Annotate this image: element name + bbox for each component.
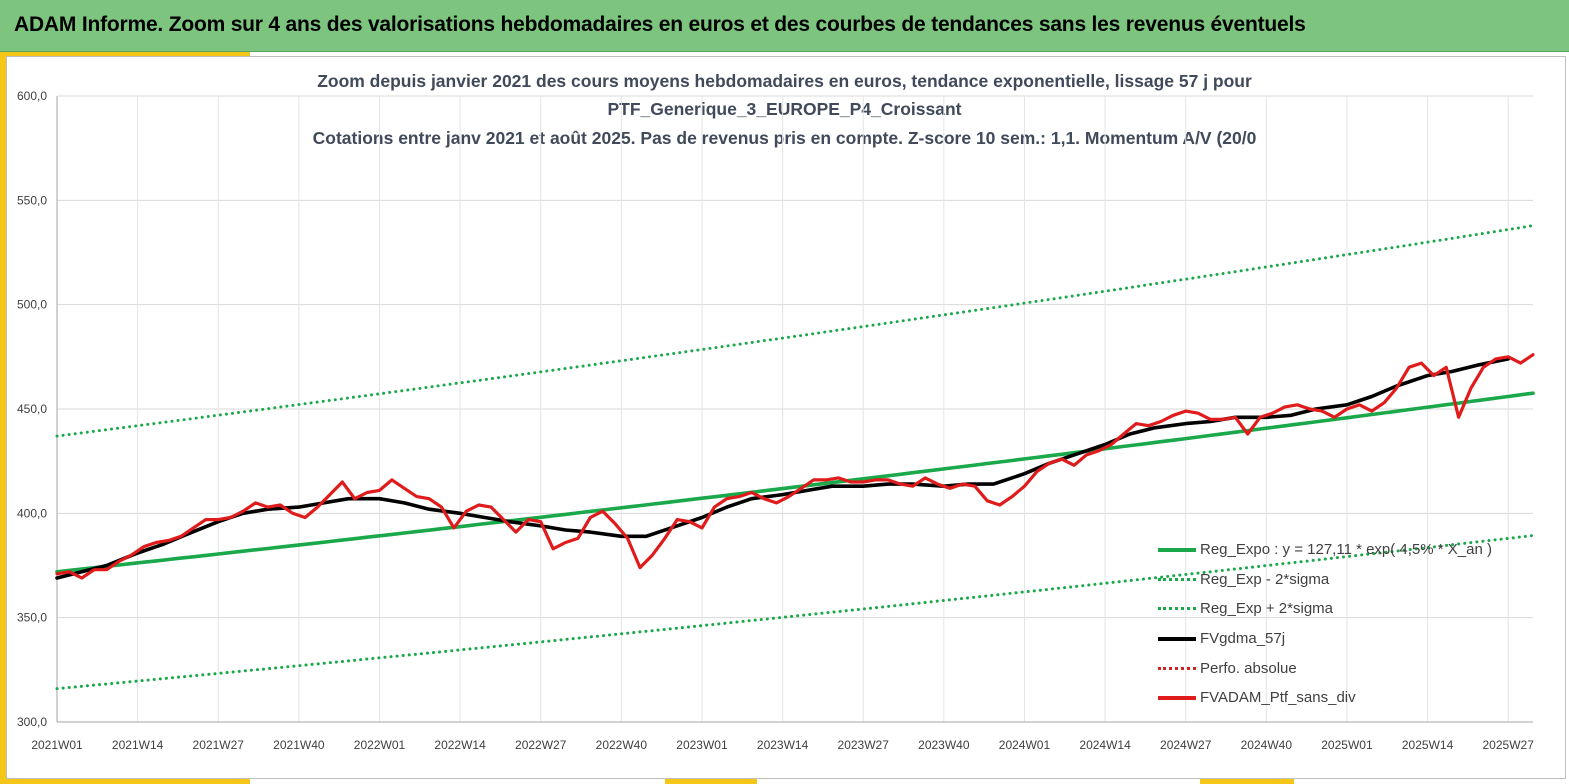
x-tick-label: 2021W01 [31, 738, 83, 752]
y-tick-label: 400,0 [17, 506, 47, 520]
x-tick-label: 2025W27 [1483, 738, 1535, 752]
series-line [55, 357, 1510, 580]
chart-title-line-3: Cotations entre janv 2021 et août 2025. … [312, 128, 1257, 148]
y-tick-label: 300,0 [17, 715, 47, 729]
x-tick-label: 2022W40 [596, 738, 648, 752]
x-tick-label: 2021W27 [193, 738, 245, 752]
x-tick-label: 2025W01 [1321, 738, 1373, 752]
legend-swatch [1158, 695, 1196, 700]
x-tick-label: 2024W27 [1160, 738, 1212, 752]
report-title: ADAM Informe. Zoom sur 4 ans des valoris… [14, 13, 1306, 36]
x-tick-label: 2023W27 [838, 738, 890, 752]
legend-swatch [1158, 547, 1196, 552]
gold-accent-bottom [0, 779, 250, 784]
legend-item: Perfo. absolue [1158, 653, 1518, 683]
x-tick-label: 2022W27 [515, 738, 567, 752]
gold-accent-bottom [1200, 779, 1294, 784]
y-tick-label: 350,0 [17, 611, 47, 625]
y-tick-label: 450,0 [17, 402, 47, 416]
gold-accent-left [0, 52, 6, 784]
chart-title-line-1: Zoom depuis janvier 2021 des cours moyen… [317, 71, 1252, 91]
legend-item: Reg_Exp + 2*sigma [1158, 594, 1518, 624]
chart-frame [6, 56, 1566, 779]
y-tick-label: 550,0 [17, 193, 47, 207]
x-tick-label: 2023W14 [757, 738, 809, 752]
legend-item: FVADAM_Ptf_sans_div [1158, 683, 1518, 713]
x-tick-label: 2022W14 [434, 738, 486, 752]
chart-title-line-2: PTF_Generique_3_EUROPE_P4_Croissant [607, 99, 962, 119]
legend-label: FVgdma_57j [1200, 630, 1286, 648]
report-banner: ADAM Informe. Zoom sur 4 ans des valoris… [0, 0, 1569, 52]
legend-swatch [1158, 636, 1196, 641]
x-tick-label: 2024W14 [1079, 738, 1131, 752]
y-tick-label: 600,0 [17, 89, 47, 103]
legend-swatch [1158, 666, 1196, 670]
legend-swatch [1158, 577, 1196, 581]
series-line [55, 224, 1535, 438]
legend-swatch [1158, 607, 1196, 611]
x-tick-label: 2022W01 [354, 738, 406, 752]
legend-item: Reg_Exp - 2*sigma [1158, 565, 1518, 595]
legend-label: FVADAM_Ptf_sans_div [1200, 689, 1356, 707]
gold-accent-top [0, 52, 250, 56]
legend-label: Reg_Exp - 2*sigma [1200, 570, 1330, 588]
x-tick-label: 2025W14 [1402, 738, 1454, 752]
x-tick-label: 2024W40 [1241, 738, 1293, 752]
chart-legend: Reg_Expo : y = 127,11 * exp( 4,5% * X_an… [1158, 535, 1518, 713]
series-line [55, 391, 1535, 574]
x-tick-label: 2021W14 [112, 738, 164, 752]
legend-item: FVgdma_57j [1158, 624, 1518, 654]
series-line [55, 353, 1535, 580]
legend-item: Reg_Expo : y = 127,11 * exp( 4,5% * X_an… [1158, 535, 1518, 565]
legend-label: Reg_Expo : y = 127,11 * exp( 4,5% * X_an… [1200, 541, 1492, 559]
gold-accent-bottom [665, 779, 757, 784]
x-tick-label: 2023W40 [918, 738, 970, 752]
x-tick-label: 2024W01 [999, 738, 1051, 752]
x-tick-label: 2021W40 [273, 738, 325, 752]
y-tick-label: 500,0 [17, 298, 47, 312]
legend-label: Reg_Exp + 2*sigma [1200, 600, 1333, 618]
x-tick-label: 2023W01 [676, 738, 728, 752]
legend-label: Perfo. absolue [1200, 659, 1297, 677]
